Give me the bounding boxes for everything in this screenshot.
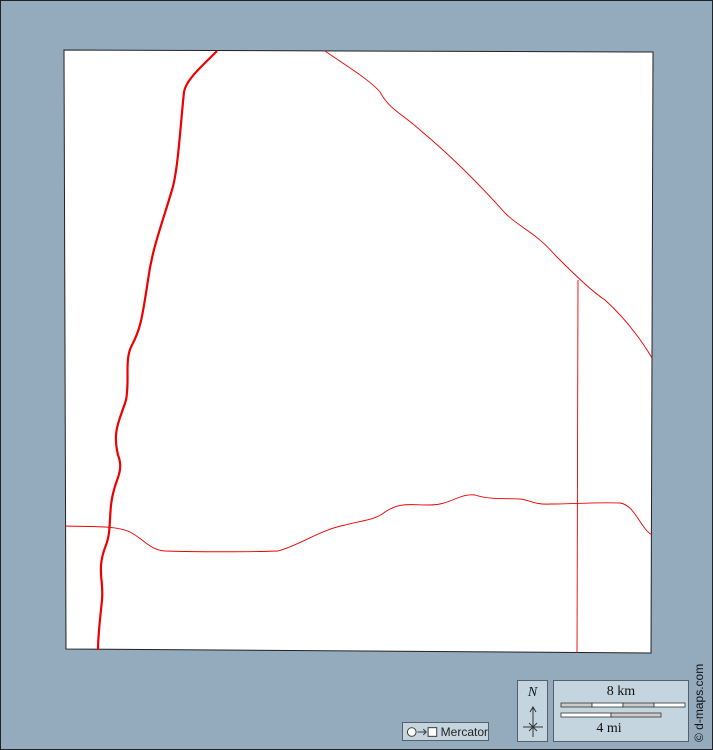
projection-name: Mercator bbox=[440, 724, 488, 739]
circle-to-square-icon bbox=[406, 726, 438, 737]
scale-km-label: 8 km bbox=[606, 684, 636, 699]
scale-bar: 8 km 4 mi bbox=[553, 680, 689, 742]
road-east-vertical bbox=[576, 279, 579, 654]
north-arrow: N bbox=[517, 680, 548, 742]
major-road bbox=[96, 50, 218, 651]
projection-label: Mercator bbox=[402, 722, 489, 741]
map-area bbox=[63, 49, 654, 654]
credit-label: © d-maps.com bbox=[692, 663, 706, 742]
scale-bars bbox=[560, 702, 686, 718]
road-east-west bbox=[64, 494, 653, 553]
compass-icon bbox=[523, 706, 543, 737]
road-northeast bbox=[324, 50, 653, 359]
scale-mi-label: 4 mi bbox=[596, 721, 622, 736]
north-label: N bbox=[527, 685, 538, 700]
